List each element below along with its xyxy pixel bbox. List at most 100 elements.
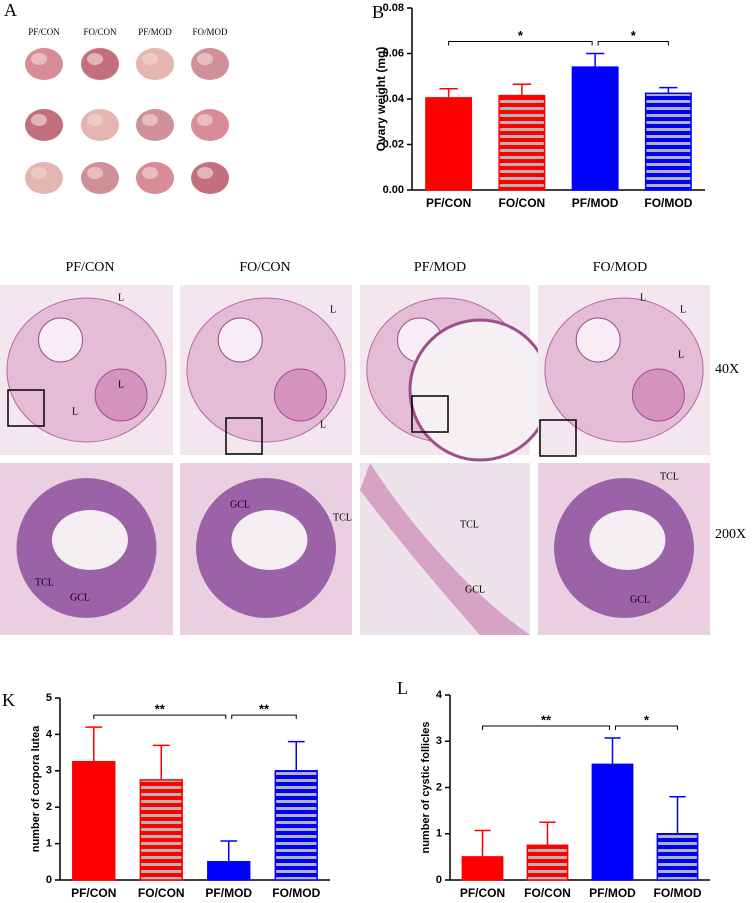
tissue [81, 109, 119, 141]
ovary-photo [81, 109, 119, 141]
y-tick-label: 0.00 [383, 184, 404, 196]
histology-200x [180, 463, 352, 635]
ovary-photo [81, 48, 119, 80]
image-label: GCL [230, 499, 250, 510]
x-tick-label: FO/MOD [654, 886, 702, 900]
error-bar [659, 86, 678, 94]
tissue-highlight [31, 53, 47, 65]
error-bar [512, 83, 531, 96]
image-label: L [72, 406, 78, 417]
image-label: GCL [70, 592, 90, 603]
y-tick-label: 4 [46, 728, 53, 740]
ovary-photo [25, 162, 63, 194]
tissue [136, 109, 174, 141]
image-label: L [330, 304, 336, 315]
structure [217, 317, 263, 363]
bar [656, 833, 699, 881]
tissue-highlight [87, 53, 103, 65]
x-tick-label: PF/MOD [572, 196, 619, 210]
image-label: L [640, 292, 646, 303]
ovary-photo [136, 48, 174, 80]
y-tick-label: 0.02 [383, 138, 404, 150]
antrum [51, 510, 128, 570]
tissue [191, 162, 229, 194]
column-header: PF/CON [65, 260, 114, 275]
chart: 0 1 2 3 4 number of cystic follicles PF/CON FO/… [420, 689, 710, 900]
tissue-highlight [87, 114, 103, 126]
tissue [136, 162, 174, 194]
bar [591, 763, 634, 881]
antrum [231, 510, 308, 570]
x-tick-label: FO/CON [524, 886, 571, 900]
ovary-photo [25, 48, 63, 80]
x-tick-label: FO/MOD [644, 196, 692, 210]
zoom-box [225, 417, 263, 455]
photo-group-label: PF/CON [28, 27, 60, 37]
zoom-box [411, 395, 449, 433]
y-tick-label: 0.06 [383, 47, 404, 59]
image-label: TCL [460, 519, 479, 530]
photo-group-label: FO/CON [83, 27, 117, 37]
photo-group-label: PF/MOD [138, 27, 172, 37]
image-label: GCL [465, 584, 485, 595]
y-tick-label: 3 [46, 765, 52, 777]
significance-bracket [93, 714, 227, 720]
panel-letter: L [397, 678, 408, 698]
structure [273, 368, 327, 422]
tissue-highlight [31, 114, 47, 126]
ovary-photo [25, 109, 63, 141]
bar [207, 861, 251, 881]
ovary-photo [191, 109, 229, 141]
x-tick-label: PF/MOD [589, 886, 636, 900]
y-tick-label: 1 [436, 828, 442, 840]
image-label: L [680, 304, 686, 315]
significance-bracket [597, 41, 669, 46]
significance-bracket [231, 714, 297, 720]
column-header: FO/MOD [593, 260, 647, 275]
tissue-highlight [197, 114, 213, 126]
tissue [81, 162, 119, 194]
error-bar [586, 52, 605, 68]
error-bar [604, 737, 621, 765]
structure [631, 368, 685, 422]
histology-40x [180, 285, 352, 455]
significance-label: * [644, 712, 650, 727]
bar [526, 844, 569, 881]
chart: 0 1 2 3 4 5 number of corpora lutea PF/CON FO/CO… [30, 692, 330, 900]
ovary-photo [191, 162, 229, 194]
chart: 0.00 0.02 0.04 0.06 0.08 Ovary weight (mg) PF/… [374, 2, 705, 210]
magnification: 40X [715, 362, 739, 377]
tissue [25, 48, 63, 80]
bar [274, 770, 318, 881]
column-header: FO/CON [239, 260, 290, 275]
ovary-photo [136, 162, 174, 194]
zoom-box [7, 389, 45, 427]
tissue-highlight [87, 167, 103, 179]
ovary-photo [136, 109, 174, 141]
x-tick-label: FO/CON [499, 196, 546, 210]
x-tick-label: FO/MOD [272, 886, 320, 900]
tissue-highlight [31, 167, 47, 179]
tissue [6, 297, 167, 443]
bar [498, 94, 546, 191]
y-axis-label: Ovary weight (mg) [374, 47, 388, 152]
error-bar [287, 740, 305, 771]
column-header: PF/MOD [414, 260, 466, 275]
significance-bracket [448, 41, 593, 46]
bar [571, 66, 619, 191]
structure [94, 368, 148, 422]
bar [644, 92, 692, 191]
significance-bracket [615, 725, 678, 731]
panel-letter: K [2, 690, 15, 710]
image-label: TCL [333, 512, 352, 523]
y-tick-label: 1 [46, 838, 52, 850]
error-bar [539, 821, 556, 846]
y-tick-label: 5 [46, 692, 52, 704]
zoom-box [539, 419, 577, 457]
y-axis-label: number of cystic follicles [420, 721, 432, 853]
ovary-photo [191, 48, 229, 80]
tissue-highlight [142, 114, 158, 126]
y-tick-label: 3 [436, 735, 442, 747]
tissue-highlight [142, 167, 158, 179]
